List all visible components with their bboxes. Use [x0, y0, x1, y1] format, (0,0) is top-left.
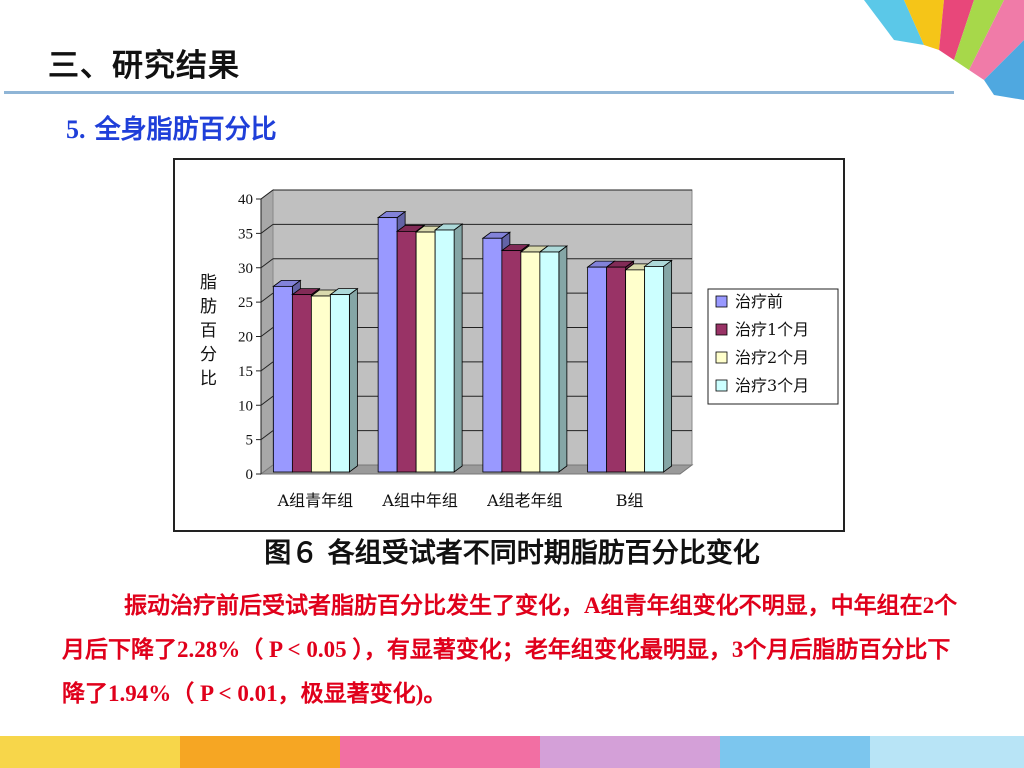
- paragraph-run: 组青年组变化不明显，中年组在: [600, 593, 923, 619]
- corner-fan-decoration: [864, 0, 1024, 100]
- x-tick-label: A组青年组: [277, 491, 354, 510]
- legend-label: 治疗1个月: [735, 320, 809, 339]
- legend-swatch: [715, 351, 728, 364]
- bar-side: [558, 245, 568, 473]
- paragraph-run: 1.94%: [108, 681, 172, 706]
- paragraph-run: 2.28%: [177, 637, 241, 662]
- y-tick-label: 10: [238, 398, 253, 414]
- y-tick-label: 40: [238, 192, 253, 208]
- fat-percentage-bar-chart: 0 5 10 15 20 25 30 35 40 脂肪百分比 A组青年组 A组中年组 A组老年组 B组 治疗…: [200, 189, 839, 510]
- section-heading: 全身脂肪百分比: [94, 115, 277, 145]
- x-tick-label: B组: [616, 491, 644, 510]
- paragraph-run: 。: [423, 681, 447, 707]
- bar: [644, 266, 665, 473]
- bar: [482, 237, 503, 473]
- gridline-side: [260, 361, 274, 372]
- section-number: 5.: [66, 115, 86, 144]
- bar: [434, 229, 455, 473]
- bar: [625, 269, 646, 473]
- gridline-side: [260, 223, 274, 234]
- paragraph-run: ，极显著变化: [277, 681, 416, 707]
- legend-swatch: [715, 379, 728, 392]
- y-tick-label: 20: [238, 330, 253, 346]
- legend-label: 治疗前: [735, 292, 783, 311]
- bar: [415, 231, 436, 473]
- y-tick-label: 15: [238, 364, 253, 380]
- bar: [606, 266, 627, 473]
- slide-title: 三、研究结果: [48, 48, 240, 84]
- paragraph-run: A: [584, 593, 601, 618]
- gridline-side: [260, 189, 274, 200]
- bar: [272, 285, 293, 473]
- paragraph-run: （: [240, 637, 264, 663]
- figure-caption: 图６ 各组受试者不同时期脂肪百分比变化: [264, 538, 760, 569]
- chart-legend: [707, 288, 839, 405]
- y-tick-label: 5: [246, 433, 254, 449]
- paragraph-run: 2: [922, 593, 935, 618]
- paragraph-run: P < 0.05: [263, 637, 353, 662]
- bar: [587, 266, 608, 473]
- gridline-side: [260, 395, 274, 406]
- bar: [539, 251, 560, 473]
- y-tick-label: 0: [246, 467, 254, 483]
- bar-side: [348, 287, 358, 473]
- title-divider: [4, 91, 954, 94]
- chart-floor: [259, 464, 694, 475]
- paragraph-run: ): [415, 681, 424, 706]
- bar-side: [453, 223, 463, 473]
- x-tick-label: A组老年组: [486, 491, 563, 510]
- gridline-side: [260, 327, 274, 337]
- gridline-side: [260, 258, 274, 269]
- legend-label: 治疗3个月: [735, 376, 809, 395]
- gridline-side: [260, 430, 274, 441]
- bar: [396, 230, 417, 473]
- y-tick-label: 30: [238, 261, 253, 277]
- paragraph-run: 振动治疗前后受试者脂肪百分比发生了变化，: [124, 593, 584, 619]
- paragraph-run: ），有显著变化；老年组变化最明显，: [352, 637, 732, 663]
- y-axis-label: 脂肪百分比: [200, 273, 217, 389]
- paragraph-run: 个月后脂肪百分比下降了: [62, 637, 951, 707]
- bar: [520, 251, 541, 473]
- bar: [377, 217, 398, 473]
- bar: [329, 294, 350, 473]
- legend-swatch: [715, 295, 728, 308]
- bar: [501, 250, 522, 473]
- paragraph-run: 3: [731, 637, 744, 662]
- chart-frame: 0 5 10 15 20 25 30 35 40 脂肪百分比 A组青年组 A组中年组 A组老年组 B组 治疗…: [173, 158, 845, 532]
- paragraph-run: 个月后下降了: [62, 593, 958, 663]
- bar: [291, 294, 312, 473]
- bar: [310, 295, 331, 473]
- gridline-side: [260, 292, 274, 303]
- y-tick-label: 35: [238, 226, 253, 242]
- bar-side: [663, 259, 673, 473]
- y-tick-label: 25: [238, 295, 253, 311]
- section-subtitle: 5. 全身脂肪百分比: [66, 109, 277, 146]
- x-tick-label: A组中年组: [381, 491, 458, 510]
- bottom-stripe-decoration: [0, 736, 1024, 768]
- paragraph-run: P < 0.01: [194, 681, 278, 706]
- paragraph-run: （: [171, 681, 195, 707]
- legend-swatch: [715, 323, 728, 336]
- legend-label: 治疗2个月: [735, 348, 809, 367]
- result-paragraph: 振动治疗前后受试者脂肪百分比发生了变化，A组青年组变化不明显，中年组在2个月后下…: [62, 584, 962, 716]
